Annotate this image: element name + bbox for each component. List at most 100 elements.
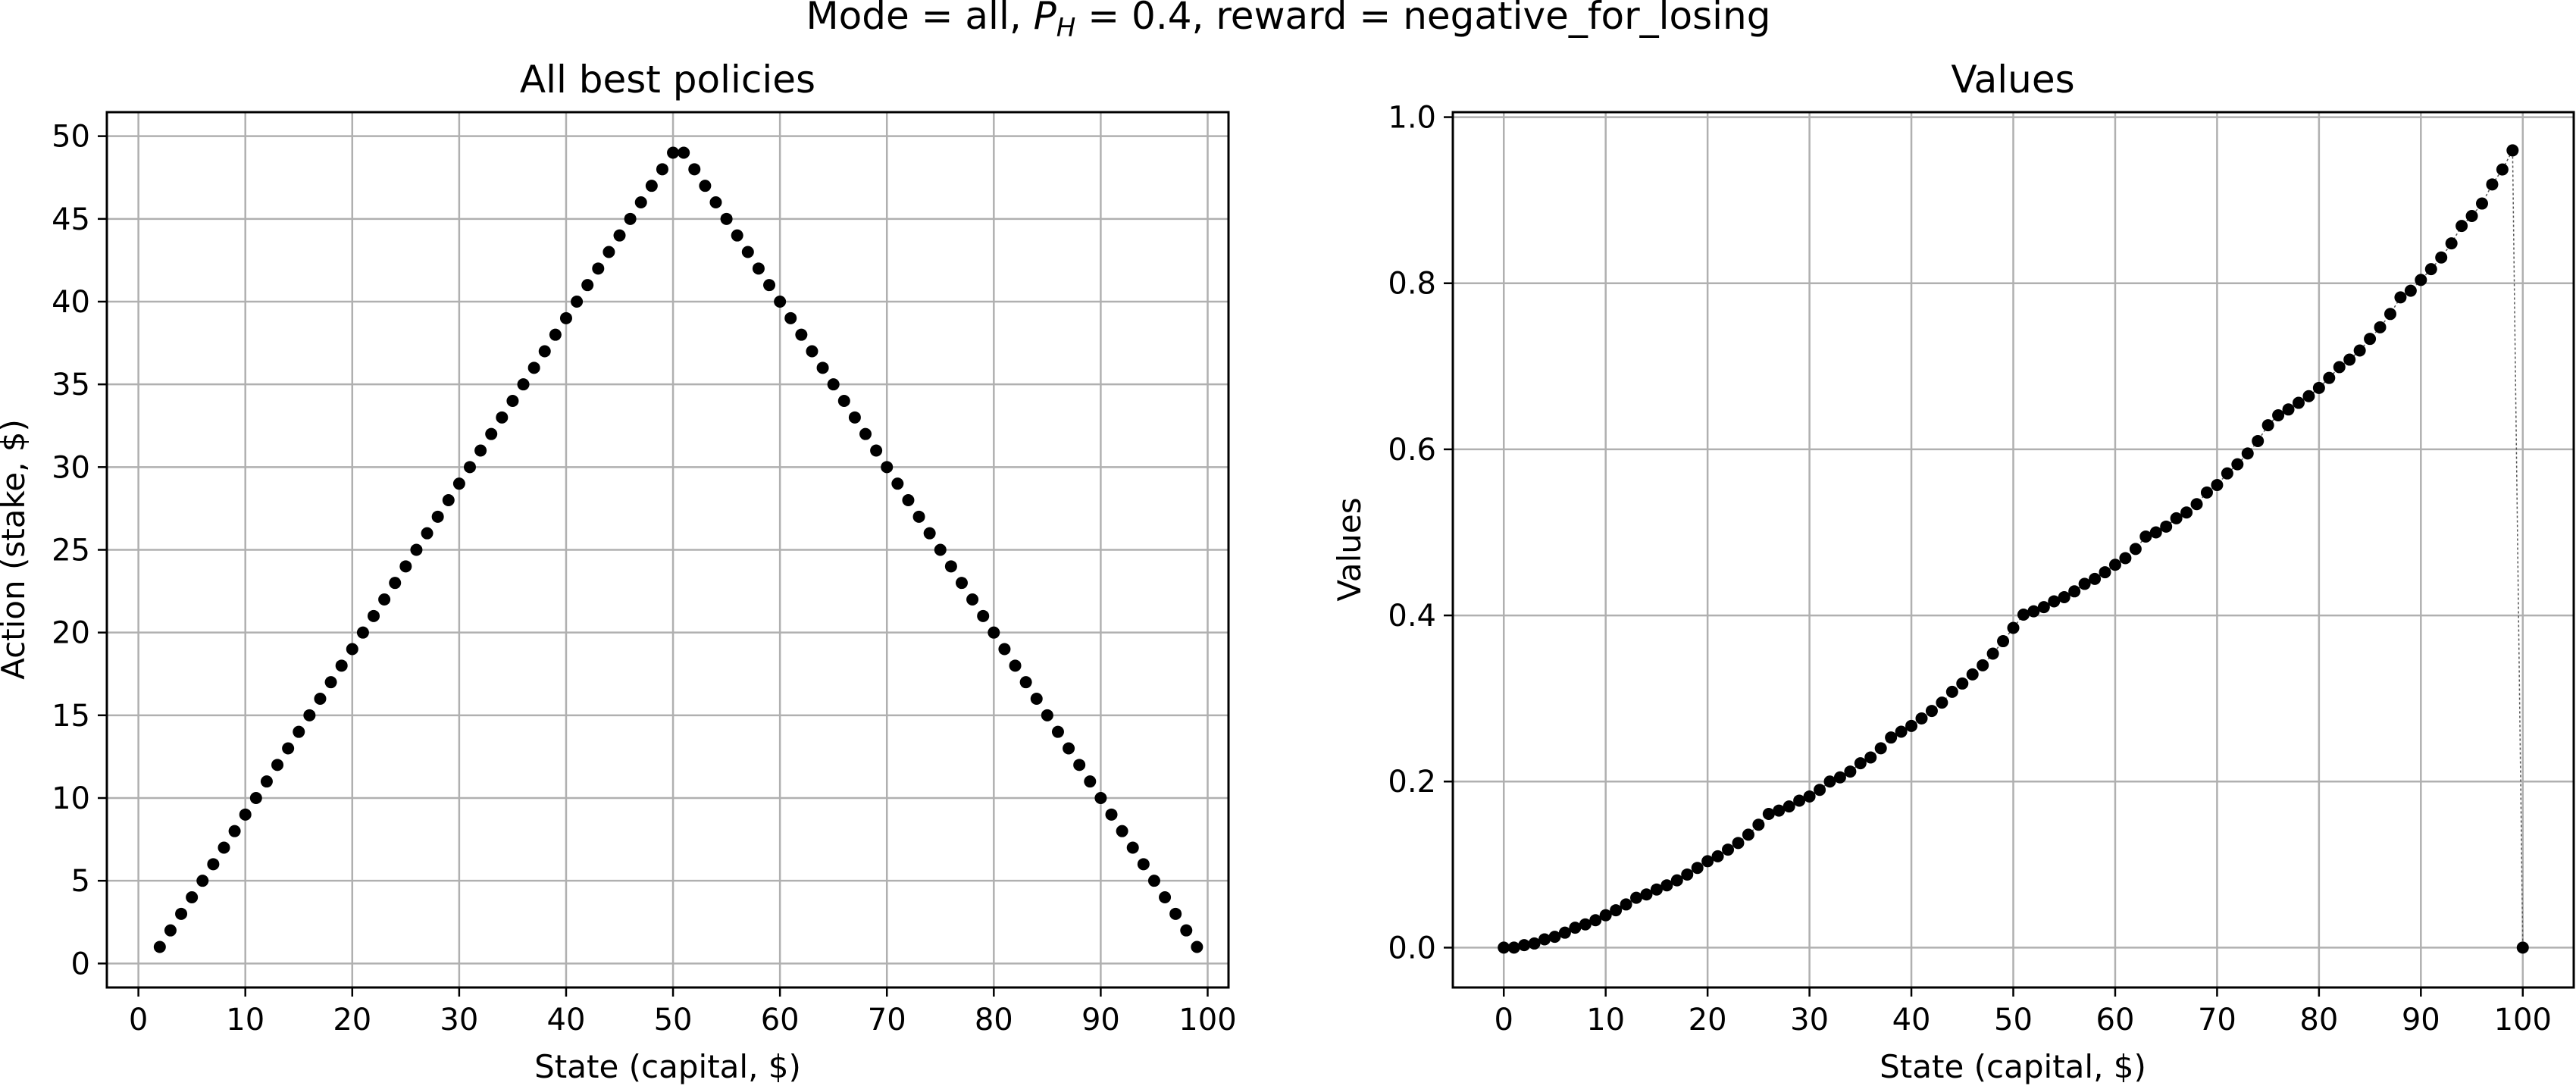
data-point xyxy=(559,311,572,324)
data-point xyxy=(688,163,701,176)
data-point xyxy=(699,180,712,192)
x-tick-label: 40 xyxy=(547,1003,586,1037)
data-point xyxy=(356,626,369,639)
data-point xyxy=(2435,251,2448,264)
y-tick-label: 35 xyxy=(52,368,90,402)
data-point xyxy=(2272,408,2285,421)
data-point xyxy=(496,411,509,424)
data-point xyxy=(1558,926,1571,939)
data-point xyxy=(239,808,252,821)
data-point xyxy=(1610,904,1623,917)
data-point xyxy=(517,378,530,391)
data-point xyxy=(2374,321,2387,333)
data-point xyxy=(2211,479,2224,492)
data-point xyxy=(2129,543,2142,556)
x-tick-label: 10 xyxy=(1586,1003,1625,1037)
data-point xyxy=(752,262,765,275)
data-point xyxy=(656,163,668,176)
values-chart-title: Values xyxy=(1951,58,2074,102)
data-point xyxy=(2068,585,2081,598)
x-tick-label: 60 xyxy=(761,1003,800,1037)
data-point xyxy=(2364,333,2377,346)
x-tick-label: 80 xyxy=(2299,1003,2338,1037)
data-point xyxy=(1711,850,1724,862)
data-point xyxy=(2180,506,2193,519)
data-point xyxy=(2496,163,2509,176)
data-point xyxy=(1833,771,1846,784)
x-tick-label: 100 xyxy=(1178,1003,1236,1037)
data-point xyxy=(346,643,358,656)
data-point xyxy=(678,146,690,159)
data-point xyxy=(2048,595,2061,608)
data-point xyxy=(1051,725,1064,738)
data-point xyxy=(1019,676,1032,689)
data-point xyxy=(581,279,594,292)
data-point xyxy=(966,593,979,606)
data-point xyxy=(1864,751,1877,764)
data-point xyxy=(1538,933,1551,946)
data-point xyxy=(1814,784,1826,797)
values-chart-y-ticks: 0.0 0.2 0.4 0.6 0.8 1.0 xyxy=(1388,101,1453,966)
data-point xyxy=(795,328,808,341)
data-point xyxy=(368,609,380,622)
data-point xyxy=(955,577,968,590)
data-point xyxy=(2302,390,2315,402)
data-point xyxy=(2231,458,2244,471)
data-point xyxy=(1073,759,1086,771)
y-tick-label: 0.6 xyxy=(1388,433,1436,468)
data-point xyxy=(1670,874,1683,887)
data-point xyxy=(592,262,605,275)
x-tick-label: 40 xyxy=(1892,1003,1931,1037)
data-point xyxy=(1180,924,1193,937)
data-point xyxy=(1191,940,1203,953)
data-point xyxy=(485,427,498,440)
y-tick-label: 45 xyxy=(52,202,90,237)
x-tick-label: 90 xyxy=(2402,1003,2440,1037)
data-point xyxy=(1874,742,1887,755)
data-point xyxy=(2465,209,2478,222)
data-point xyxy=(667,146,680,159)
data-point xyxy=(763,279,776,292)
y-tick-label: 0.8 xyxy=(1388,267,1436,302)
data-point xyxy=(399,560,412,573)
data-point xyxy=(335,659,348,672)
x-tick-label: 50 xyxy=(654,1003,693,1037)
data-point xyxy=(859,427,872,440)
y-tick-label: 0.2 xyxy=(1388,765,1436,800)
data-point xyxy=(806,345,818,358)
data-point xyxy=(645,180,658,192)
data-point xyxy=(1854,757,1867,770)
data-point xyxy=(1640,888,1653,901)
data-point xyxy=(1569,922,1582,934)
data-point xyxy=(1803,790,1816,803)
data-point xyxy=(2333,361,2346,374)
data-point xyxy=(741,246,754,258)
data-point xyxy=(571,295,584,308)
data-point xyxy=(2384,308,2396,321)
data-point xyxy=(1966,668,1979,681)
data-point xyxy=(389,577,402,590)
values-chart-x-label: State (capital, $) xyxy=(1880,1048,2146,1085)
data-point xyxy=(1116,825,1128,837)
data-point xyxy=(784,311,797,324)
data-point xyxy=(709,196,722,208)
data-point xyxy=(2353,344,2366,357)
data-point xyxy=(2160,520,2173,533)
x-tick-label: 0 xyxy=(1495,1003,1513,1037)
data-point xyxy=(228,825,241,837)
data-point xyxy=(837,394,850,407)
data-point xyxy=(2404,284,2417,297)
data-point xyxy=(2139,530,2152,543)
data-point xyxy=(774,295,787,308)
data-point xyxy=(1925,705,1938,718)
data-point xyxy=(2312,381,2325,394)
data-point xyxy=(827,378,840,391)
x-tick-label: 90 xyxy=(1081,1003,1120,1037)
data-point xyxy=(1041,709,1053,721)
x-tick-label: 30 xyxy=(440,1003,478,1037)
data-point xyxy=(2170,512,2183,524)
data-point xyxy=(2241,447,2254,460)
y-tick-label: 20 xyxy=(52,616,90,651)
policy-chart-x-ticks: 0 10 20 30 40 50 60 70 80 90 100 xyxy=(129,987,1237,1037)
x-tick-label: 60 xyxy=(2096,1003,2135,1037)
